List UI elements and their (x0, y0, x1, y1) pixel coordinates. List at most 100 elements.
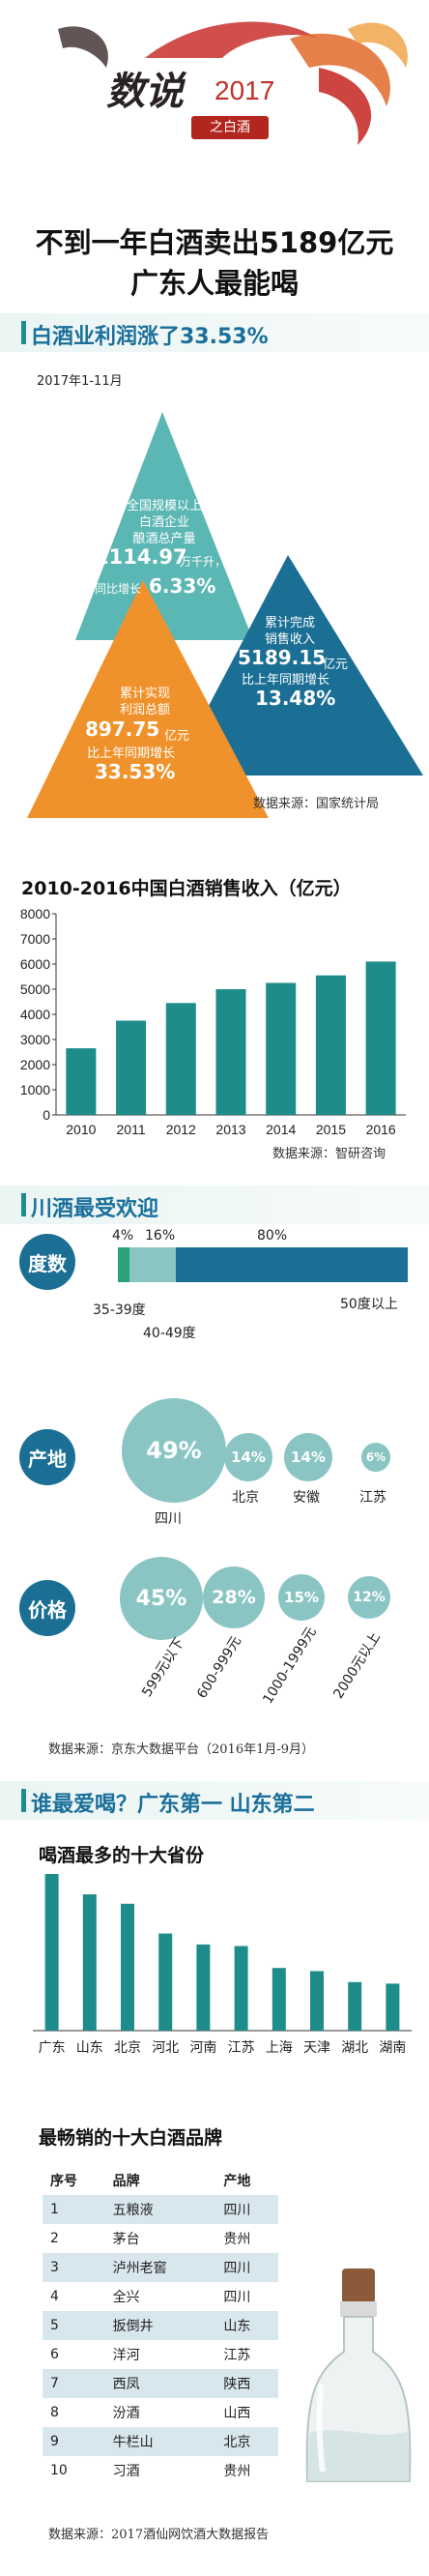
brand-row: 8 汾酒 山西 (43, 2398, 278, 2427)
degree-pct-3: 80% (257, 1228, 288, 1244)
x-tick-label: 2010 (66, 1122, 96, 1137)
tri3-growth-label: 比上年同期增长 (87, 746, 176, 761)
province-chart-title: 喝酒最多的十大省份 (39, 1845, 205, 1866)
x-tick-label: 2014 (266, 1122, 296, 1137)
brand-origin: 四川 (215, 2195, 278, 2224)
header-title-sub: 之白酒 (191, 116, 269, 139)
tri1-line3: 酿酒总产量 (132, 532, 196, 546)
price-label-2: 600-999元 (194, 1633, 245, 1702)
origin-circle-anhui: 14% (284, 1433, 332, 1481)
tri3-unit: 亿元 (164, 729, 190, 744)
section3-title: 川酒最受欢迎 (31, 1197, 159, 1221)
tri1-growth-label: 同比增长 (95, 582, 142, 596)
degree-seg-50plus (176, 1247, 408, 1282)
section2-source: 数据来源：智研咨询 (272, 1147, 386, 1161)
brand-index: 8 (43, 2398, 105, 2427)
bar-2012 (165, 1003, 196, 1115)
price-label-4: 2000元以上 (330, 1629, 385, 1702)
brand-origin: 四川 (215, 2253, 278, 2282)
section4-source: 数据来源：2017酒仙网饮酒大数据报告 (48, 2528, 270, 2542)
degree-label-3: 50度以上 (340, 1297, 398, 1312)
brand-table: 序号 品牌 产地 1 五粮液 四川 2 茅台 贵州 3 泸州老窖 四川 4 全兴 四川 5 扳倒井 山东 6 洋… (43, 2166, 278, 2485)
degree-seg-35-39 (118, 1247, 129, 1282)
y-tick-label: 4000 (20, 1007, 50, 1022)
chart1-title: 2010-2016中国白酒销售收入（亿元） (21, 878, 352, 899)
x-tick-label: 湖南 (379, 2039, 406, 2055)
header-title-year: 2017 (214, 75, 275, 105)
header-title-main: 数说 (106, 69, 184, 114)
brand-index: 2 (43, 2224, 105, 2253)
brand-index: 4 (43, 2282, 105, 2311)
origin-label-beijing: 北京 (232, 1490, 259, 1506)
bar-湖北 (348, 1981, 362, 2031)
brand-index: 9 (43, 2427, 105, 2456)
brand-table-title: 最畅销的十大白酒品牌 (39, 2127, 223, 2149)
x-tick-label: 湖北 (341, 2039, 368, 2055)
bar-2014 (266, 982, 297, 1115)
bar-天津 (310, 1971, 324, 2031)
x-tick-label: 广东 (39, 2039, 66, 2055)
y-tick-label: 1000 (20, 1082, 50, 1098)
tri1-line1: 全国规模以上 (126, 499, 202, 513)
y-tick-label: 8000 (20, 906, 50, 922)
brand-name: 全兴 (104, 2282, 216, 2311)
brand-origin: 江苏 (215, 2340, 278, 2369)
x-tick-label: 2015 (316, 1122, 346, 1137)
y-tick-label: 0 (43, 1107, 50, 1123)
y-tick-label: 3000 (20, 1032, 50, 1047)
x-tick-label: 上海 (266, 2039, 293, 2055)
liquor-bottle-illustration (305, 2269, 412, 2482)
brand-row: 6 洋河 江苏 (43, 2340, 278, 2369)
origin-circle-jiangsu: 6% (361, 1443, 390, 1472)
header-index: 序号 (50, 2174, 77, 2189)
tri2-line1: 累计完成 (264, 616, 315, 630)
brand-name: 泸州老窖 (104, 2253, 216, 2282)
brand-row: 4 全兴 四川 (43, 2282, 278, 2311)
triangle-infographic (27, 412, 423, 818)
brand-name: 扳倒井 (104, 2311, 216, 2340)
brand-origin: 山东 (215, 2311, 278, 2340)
brand-row: 3 泸州老窖 四川 (43, 2253, 278, 2282)
sales-revenue-bar-chart: 0 1000 2000 3000 4000 5000 6000 7000 8000 2010 201… (20, 906, 406, 1137)
tri1-line2: 白酒企业 (138, 515, 189, 530)
price-tag: 价格 (19, 1580, 75, 1636)
brand-index: 6 (43, 2340, 105, 2369)
province-bar-chart: 广东 山东 北京 河北 河南 江苏 上海 天津 湖北 湖南 (33, 1874, 412, 2055)
tri1-value: 1114.97 (95, 545, 187, 569)
price-circle-3: 15% (278, 1574, 325, 1621)
brush-flame-decoration (58, 21, 408, 145)
origin-label-jiangsu: 江苏 (359, 1490, 386, 1506)
degree-tag: 度数 (19, 1234, 75, 1290)
bar-河南 (196, 1944, 211, 2031)
tri2-growth: 13.48% (255, 687, 336, 710)
brand-origin: 贵州 (215, 2456, 278, 2485)
tri1-unit: 万千升， (180, 555, 227, 569)
degree-pct-2: 16% (145, 1228, 176, 1244)
origin-circle-sichuan: 49% (122, 1398, 226, 1503)
tri3-value: 897.75 (85, 717, 160, 741)
brand-name: 西凤 (104, 2369, 216, 2398)
tri1-growth: 6.33% (149, 574, 216, 598)
x-tick-label: 河北 (152, 2039, 179, 2055)
bar-广东 (44, 1874, 59, 2031)
degree-seg-40-49 (129, 1247, 176, 1282)
brand-name: 牛栏山 (104, 2427, 216, 2456)
brand-table-header: 序号 品牌 产地 (43, 2166, 278, 2195)
brand-row: 2 茅台 贵州 (43, 2224, 278, 2253)
bar-2013 (215, 989, 246, 1115)
tri3-growth: 33.53% (95, 760, 176, 783)
brand-row: 1 五粮液 四川 (43, 2195, 278, 2224)
origin-circle-beijing: 14% (224, 1433, 272, 1481)
headline-line-1: 不到一年白酒卖出5189亿元 (35, 226, 394, 259)
header-brand: 品牌 (112, 2174, 140, 2189)
tri2-unit: 亿元 (323, 658, 349, 672)
brand-origin: 四川 (215, 2282, 278, 2311)
degree-stacked-bar (118, 1247, 408, 1282)
origin-label-sichuan: 四川 (155, 1511, 182, 1527)
price-circle-2: 28% (203, 1566, 265, 1628)
brand-origin: 贵州 (215, 2224, 278, 2253)
bar-北京 (121, 1903, 134, 2031)
bar-河北 (158, 1933, 173, 2031)
bar-山东 (82, 1894, 97, 2031)
brand-name: 茅台 (104, 2224, 216, 2253)
